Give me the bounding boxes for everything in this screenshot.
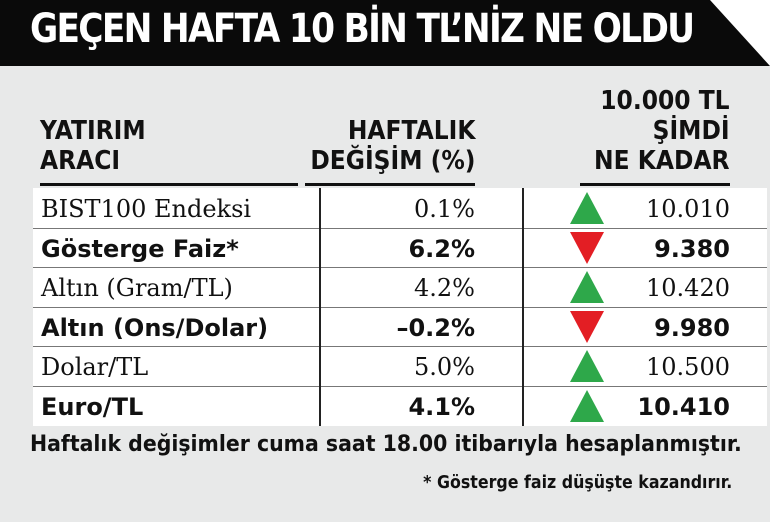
row-weekly-change: 6.2%: [408, 234, 475, 263]
up-arrow-icon: [570, 389, 604, 422]
row-now-worth: 10.010: [646, 195, 730, 223]
column-divider-2: [522, 188, 524, 426]
row-separator: [33, 385, 767, 387]
row-separator: [33, 227, 767, 229]
row-now-worth: 10.420: [646, 274, 730, 302]
page-title: GEÇEN HAFTA 10 BİN TL’NİZ NE OLDU: [30, 6, 695, 52]
row-weekly-change: 5.0%: [414, 353, 475, 381]
row-instrument: Altın (Gram/TL): [41, 274, 233, 302]
row-separator: [33, 306, 767, 308]
header-underline-2: [305, 183, 475, 186]
row-instrument: BIST100 Endeksi: [41, 195, 252, 223]
row-weekly-change: 4.1%: [408, 392, 475, 421]
row-separator: [33, 346, 767, 347]
up-arrow-icon: [570, 271, 604, 303]
table-row: Altın (Gram/TL) 4.2% 10.420: [33, 268, 767, 307]
faiz-footnote: * Gösterge faiz düşüşte kazandırır.: [422, 472, 732, 493]
row-weekly-change: 4.2%: [414, 274, 475, 302]
calc-footnote: Haftalık değişimler cuma saat 18.00 itib…: [30, 432, 742, 457]
row-now-worth: 10.500: [646, 353, 730, 381]
row-instrument: Gösterge Faiz*: [41, 234, 239, 263]
up-arrow-icon: [570, 192, 604, 224]
title-banner: GEÇEN HAFTA 10 BİN TL’NİZ NE OLDU: [0, 0, 770, 66]
title-banner-shape: [0, 0, 770, 66]
header-instrument: YATIRIM ARACI: [40, 116, 146, 176]
column-divider-1: [319, 188, 321, 426]
row-weekly-change: –0.2%: [396, 313, 475, 342]
table-row: Dolar/TL 5.0% 10.500: [33, 347, 767, 386]
down-arrow-icon: [570, 231, 604, 264]
row-now-worth: 9.380: [654, 234, 730, 263]
table-row: Euro/TL 4.1% 10.410: [33, 387, 767, 426]
row-now-worth: 9.980: [654, 313, 730, 342]
up-arrow-icon: [570, 350, 604, 382]
row-now-worth: 10.410: [637, 392, 730, 421]
row-instrument: Altın (Ons/Dolar): [41, 313, 269, 342]
header-underline-1: [40, 183, 298, 186]
header-weekly-change: HAFTALIK DEĞİŞİM (%): [309, 116, 475, 176]
row-instrument: Euro/TL: [41, 392, 144, 421]
header-underline-3: [580, 183, 730, 186]
down-arrow-icon: [570, 310, 604, 343]
row-weekly-change: 0.1%: [414, 195, 475, 223]
row-separator: [33, 267, 767, 268]
table-row: Gösterge Faiz* 6.2% 9.380: [33, 229, 767, 268]
row-instrument: Dolar/TL: [41, 353, 149, 381]
table-row: BIST100 Endeksi 0.1% 10.010: [33, 189, 767, 228]
header-now-worth: 10.000 TL ŞİMDİ NE KADAR: [594, 86, 730, 176]
table-row: Altın (Ons/Dolar) –0.2% 9.980: [33, 308, 767, 347]
